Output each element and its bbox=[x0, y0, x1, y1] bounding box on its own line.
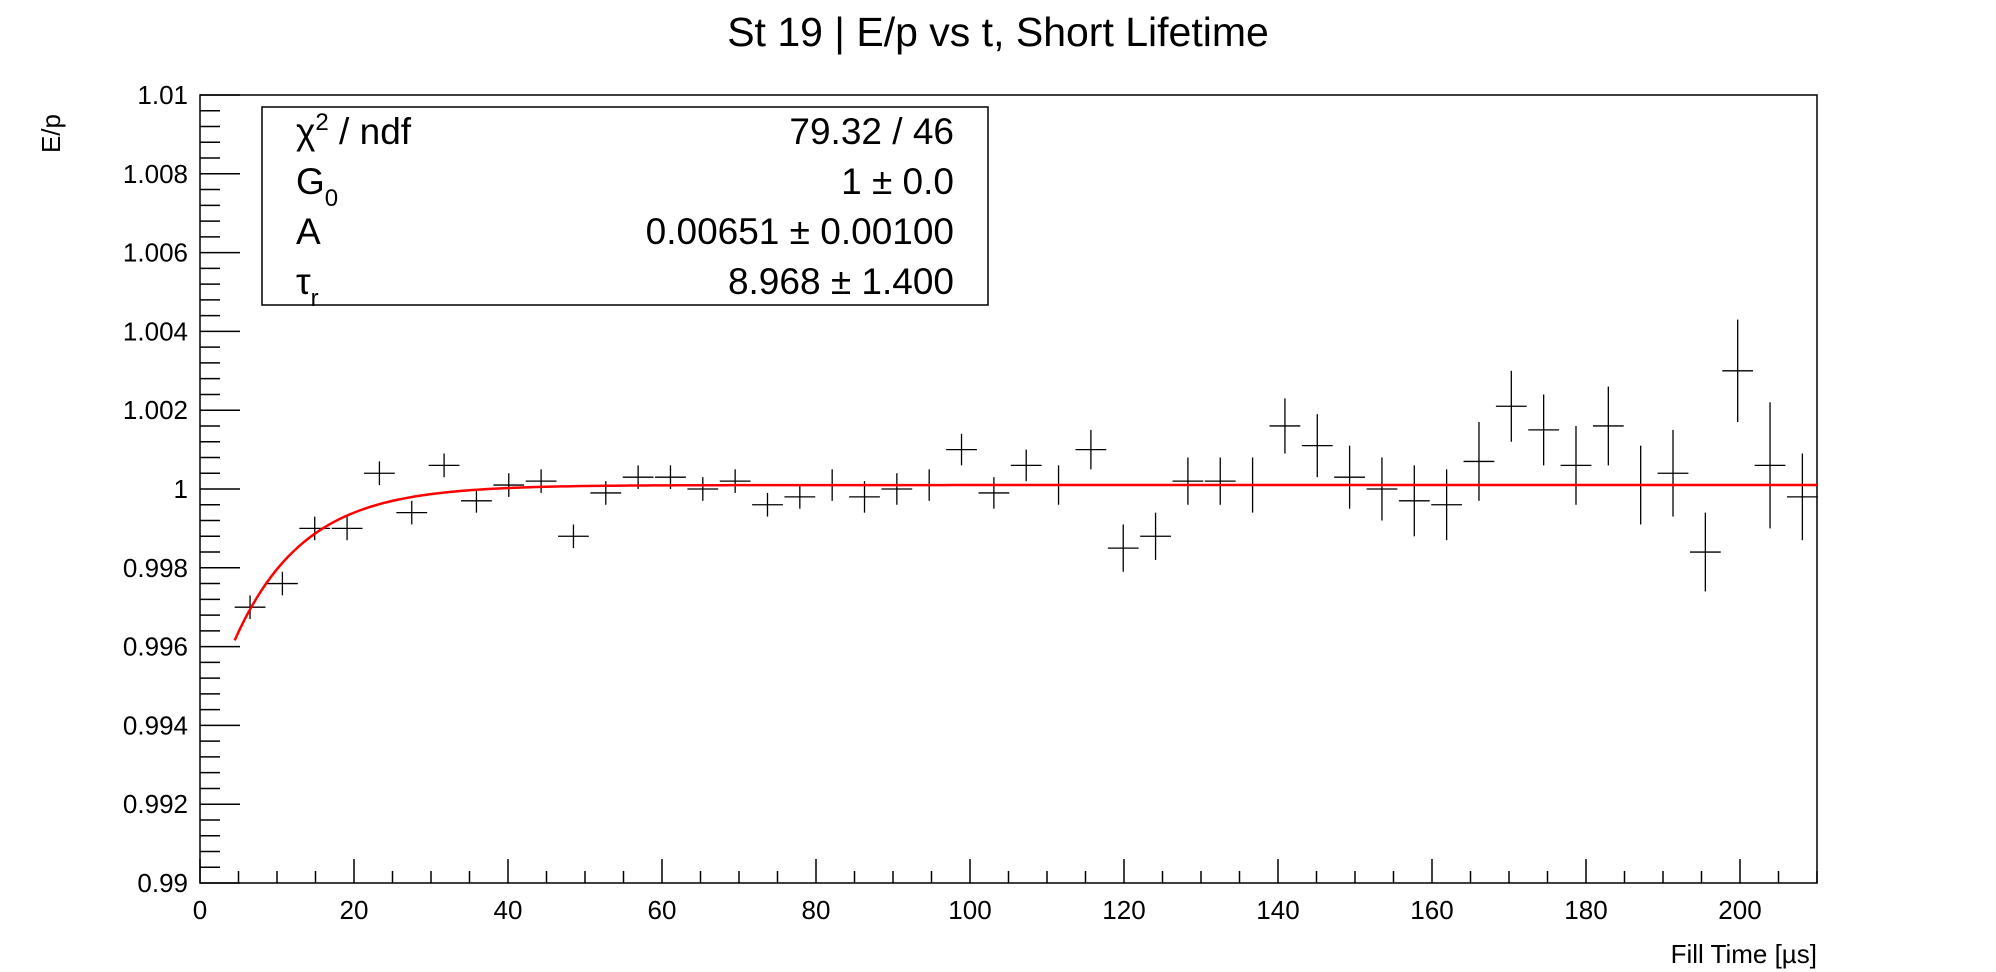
data-point bbox=[1204, 457, 1236, 505]
data-point bbox=[1075, 429, 1107, 470]
data-point bbox=[493, 473, 525, 497]
data-point bbox=[1495, 370, 1527, 442]
x-tick-label: 140 bbox=[1256, 895, 1299, 925]
data-point bbox=[558, 524, 589, 549]
x-axis-title: Fill Time [µs] bbox=[1671, 939, 1817, 969]
chart-title: St 19 | E/p vs t, Short Lifetime bbox=[727, 9, 1269, 55]
data-point bbox=[881, 473, 913, 505]
data-point bbox=[1592, 386, 1624, 466]
stat-name: χ2 / ndf bbox=[296, 109, 412, 152]
stats-box: χ2 / ndf 79.32 / 46 G0 1 ± 0.0 A 0.00651 ± 0.… bbox=[261, 106, 989, 312]
x-tick-label: 0 bbox=[193, 895, 207, 925]
data-point bbox=[1786, 453, 1818, 541]
data-point bbox=[266, 571, 298, 596]
stat-name: A bbox=[296, 211, 321, 252]
y-tick-label: 0.994 bbox=[123, 710, 188, 740]
data-point bbox=[1431, 469, 1463, 541]
stat-symbol: τ bbox=[296, 261, 311, 302]
data-point bbox=[1301, 414, 1333, 478]
data-point bbox=[849, 481, 880, 513]
stat-value: 79.32 / 46 bbox=[789, 111, 954, 152]
x-tick-label: 120 bbox=[1102, 895, 1145, 925]
y-tick-label: 1 bbox=[174, 474, 188, 504]
data-point bbox=[1754, 402, 1786, 529]
y-tick-label: 1.002 bbox=[123, 395, 188, 425]
data-point bbox=[719, 469, 751, 493]
data-point bbox=[1366, 457, 1398, 521]
stat-value: 0.00651 ± 0.00100 bbox=[646, 211, 954, 252]
y-axis: 0.99 0.992 0.994 0.996 0.998 1 1.002 1.004 1.006… bbox=[123, 80, 240, 898]
x-tick-label: 160 bbox=[1410, 895, 1453, 925]
data-point bbox=[364, 461, 395, 486]
y-tick-label: 1.006 bbox=[123, 238, 188, 268]
x-tick-label: 100 bbox=[948, 895, 991, 925]
data-point bbox=[1398, 465, 1430, 537]
data-point bbox=[525, 469, 557, 493]
stat-name: τr bbox=[296, 261, 319, 312]
x-tick-label: 80 bbox=[802, 895, 831, 925]
data-point bbox=[1140, 512, 1171, 560]
data-point bbox=[1528, 394, 1560, 466]
data-point bbox=[1334, 445, 1366, 509]
stat-subscript: r bbox=[311, 285, 319, 312]
y-tick-label: 1.004 bbox=[123, 316, 188, 346]
data-point bbox=[1010, 449, 1042, 482]
stat-name: G0 bbox=[296, 161, 338, 212]
data-point bbox=[1657, 429, 1689, 517]
stats-box-frame bbox=[261, 106, 989, 306]
x-axis: 0 20 40 60 80 100 120 140 160 180 200 bbox=[193, 859, 1818, 925]
x-tick-label: 20 bbox=[340, 895, 369, 925]
data-point bbox=[428, 453, 460, 478]
data-point bbox=[752, 492, 783, 517]
x-tick-label: 40 bbox=[494, 895, 523, 925]
y-tick-label: 1.01 bbox=[137, 80, 188, 110]
data-point bbox=[1689, 512, 1721, 592]
data-point bbox=[461, 489, 492, 513]
data-point bbox=[396, 500, 428, 525]
stat-symbol: G bbox=[296, 161, 325, 202]
y-tick-label: 0.998 bbox=[123, 553, 188, 583]
data-point bbox=[1560, 425, 1592, 505]
stat-value: 1 ± 0.0 bbox=[841, 161, 954, 202]
data-point bbox=[331, 516, 363, 541]
data-point bbox=[1107, 524, 1139, 572]
data-point bbox=[784, 485, 816, 509]
stat-name-rest: / ndf bbox=[329, 111, 412, 152]
data-point bbox=[299, 516, 331, 541]
x-tick-label: 200 bbox=[1718, 895, 1761, 925]
x-tick-label: 60 bbox=[648, 895, 677, 925]
stat-subscript: 0 bbox=[325, 185, 338, 212]
y-tick-label: 0.992 bbox=[123, 789, 188, 819]
y-tick-label: 0.996 bbox=[123, 632, 188, 662]
stat-value: 8.968 ± 1.400 bbox=[728, 261, 954, 302]
stat-symbol: χ bbox=[296, 111, 315, 152]
data-point bbox=[1722, 319, 1754, 423]
data-point bbox=[1463, 422, 1495, 501]
data-point bbox=[946, 433, 977, 466]
data-point bbox=[1172, 457, 1204, 505]
data-point bbox=[1269, 398, 1301, 454]
data-point bbox=[687, 477, 719, 501]
x-tick-label: 180 bbox=[1564, 895, 1607, 925]
stat-symbol: A bbox=[296, 211, 321, 252]
y-axis-title: E/p bbox=[36, 114, 66, 153]
stat-superscript: 2 bbox=[315, 109, 328, 136]
y-tick-label: 1.008 bbox=[123, 159, 188, 189]
data-points bbox=[234, 319, 1818, 620]
data-point bbox=[978, 477, 1010, 509]
fit-curve bbox=[233, 483, 1817, 641]
y-tick-label: 0.99 bbox=[137, 868, 188, 898]
